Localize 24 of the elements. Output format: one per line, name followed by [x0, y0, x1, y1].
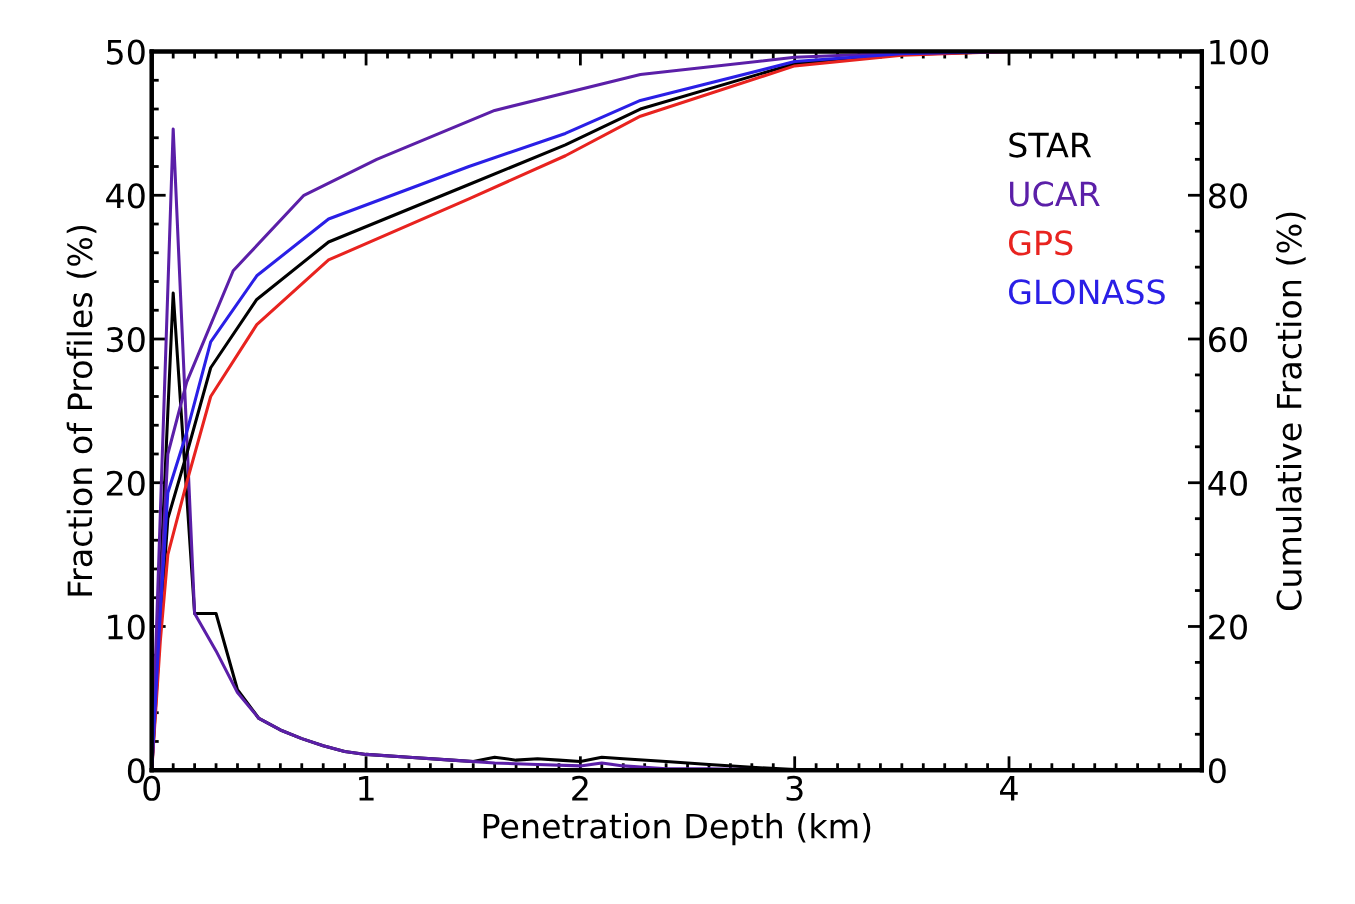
y-tick-label: 0: [127, 758, 145, 784]
text: GPS: [1009, 230, 1073, 256]
x-tick-label: 4: [1000, 776, 1018, 801]
x-axis-title: Penetration Depth (km): [483, 812, 871, 846]
y-tick-label: 50: [107, 39, 145, 65]
y2-tick-label: 60: [1209, 326, 1247, 353]
y-tick-label: 20: [106, 470, 145, 496]
y2-tick-label: 0: [1208, 758, 1226, 784]
text: STAR: [1009, 132, 1092, 158]
x-tick-label: 3: [786, 775, 803, 801]
y-tick-label: 30: [107, 326, 145, 353]
x-tick-label: 1: [359, 776, 374, 801]
y-tick-label: 40: [106, 183, 145, 209]
y-axis-title: Fraction of Profiles (%): [66, 225, 97, 596]
x-tick-label: 2: [572, 775, 588, 801]
y2-tick-label: 20: [1209, 614, 1247, 640]
y2-tick-label: 40: [1208, 470, 1247, 496]
y2-tick-label: 100: [1210, 39, 1269, 65]
y2-tick-label: 80: [1209, 183, 1247, 209]
x-tick-label: 0: [143, 775, 161, 801]
y2-axis-title: Cumulative Fraction (%): [1275, 212, 1306, 611]
text: GLONASS: [1009, 279, 1165, 305]
text: UCAR: [1010, 181, 1100, 207]
y-tick-label: 10: [108, 614, 145, 640]
